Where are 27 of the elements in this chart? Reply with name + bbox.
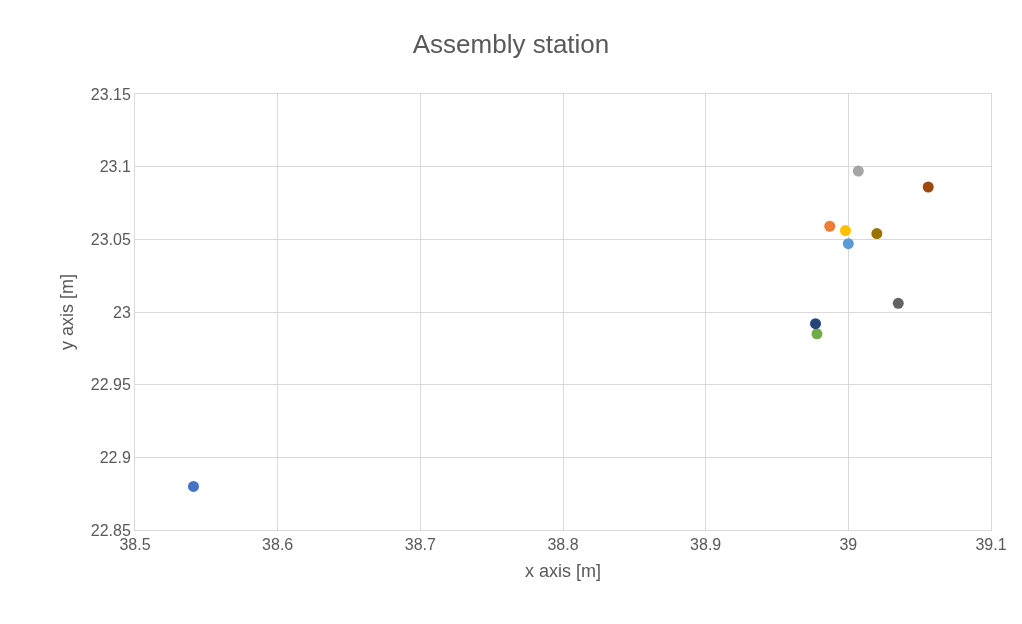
x-tick-label: 39 [839,536,858,554]
y-axis-title: y axis [m] [56,273,77,351]
x-tick-label: 38.7 [404,536,436,554]
point [842,238,854,250]
y-tick-label: 23.15 [90,85,131,103]
point [810,318,822,330]
x-tick-label: 38.8 [547,536,579,554]
point [824,220,836,232]
point [892,297,904,309]
y-tick-label: 23 [113,303,131,321]
x-tick-label: 39.1 [975,536,1007,554]
y-tick-label: 23.05 [90,230,131,248]
y-tick-label: 22.9 [99,448,131,466]
x-tick-label: 38.6 [262,536,294,554]
y-tick-label: 23.1 [99,158,131,176]
point [811,328,823,340]
point [187,480,199,492]
x-axis-title: x axis [m] [524,561,602,582]
point [922,181,934,193]
y-tick-label: 22.95 [90,376,131,394]
x-tick-label: 38.5 [119,536,151,554]
x-tick-label: 38.9 [690,536,722,554]
y-tick-label: 22.85 [90,521,131,539]
chart-title: Assembly station [412,28,610,59]
point [839,225,851,237]
point [852,165,864,177]
point [871,228,883,240]
